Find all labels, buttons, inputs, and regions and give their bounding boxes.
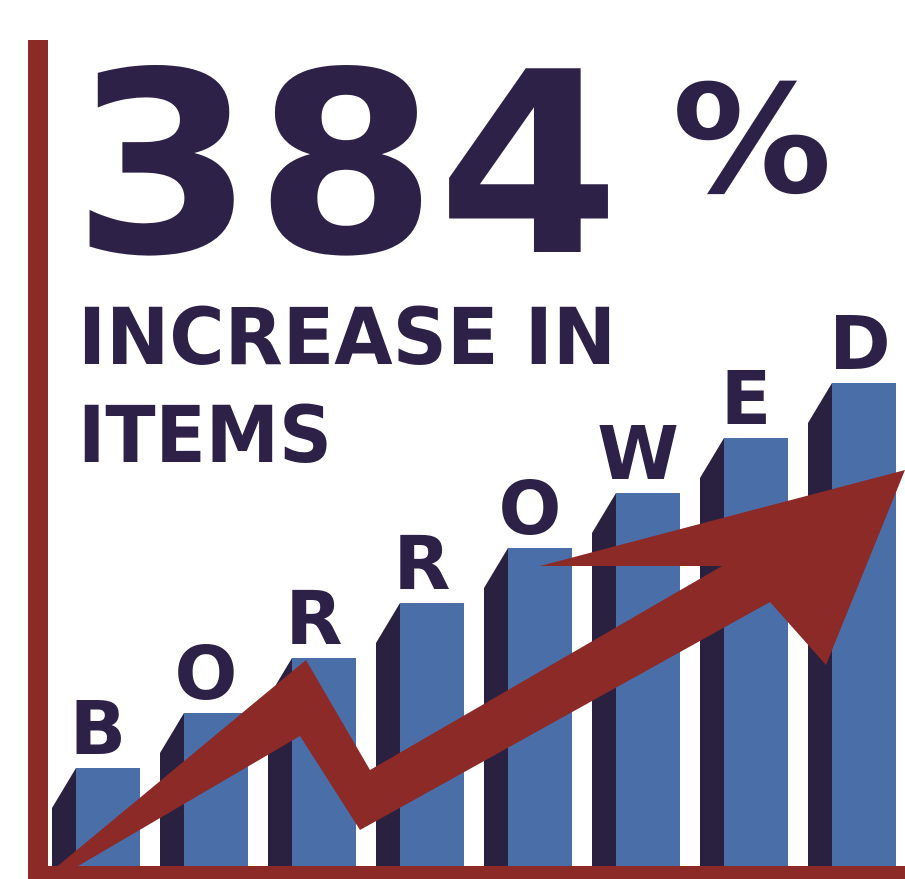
headline-line-2: ITEMS [78,391,332,481]
bar-letter: B [70,686,126,772]
bar-letter: R [394,521,451,607]
headline-line-1: INCREASE IN [78,293,616,383]
bar-letter: E [721,356,772,442]
y-axis-line [28,40,48,879]
bar-letter: O [175,631,238,717]
bar-letter: R [286,576,343,662]
bar [832,383,896,866]
bar-side [52,768,76,866]
trend-arrow-icon [42,470,905,879]
x-axis-line [28,866,905,879]
bar-letter: D [829,301,890,387]
bar-letter: O [499,466,562,552]
bar-side [700,438,724,866]
headline-percent-sign: % [672,54,832,228]
bar-side [376,603,400,866]
bar-letter: W [597,411,679,497]
bar [724,438,788,866]
headline-figure: 384 [72,19,620,312]
